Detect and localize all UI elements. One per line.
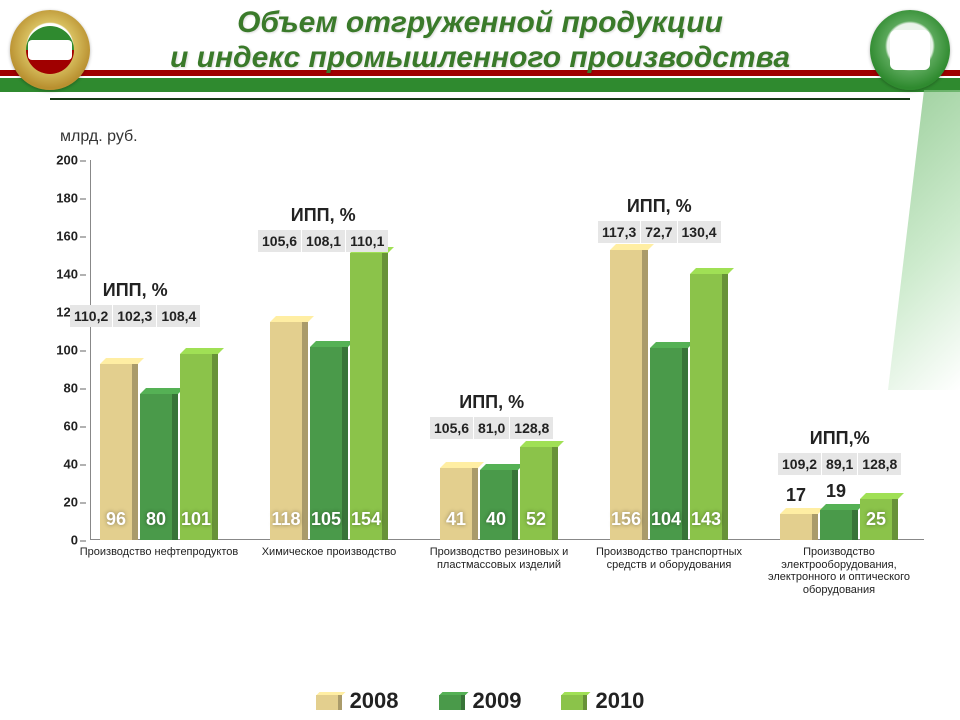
category-label: Производство резиновых и пластмассовых и… [414,540,584,571]
bar-value-label: 154 [348,509,384,530]
y-tick: 60 [44,419,86,434]
bar-2010: 101 [180,348,218,540]
ipp-annotation: ИПП,% 109,289,1128,8 [778,428,901,475]
ipp-value: 128,8 [858,453,901,475]
y-tick: 20 [44,495,86,510]
bar-2008: 118 [270,316,308,540]
ipp-value: 130,4 [678,221,721,243]
legend-year: 2010 [595,688,644,714]
ipp-title: ИПП,% [778,428,901,449]
legend-item: 2010 [561,688,644,714]
ipp-value: 108,4 [157,305,200,327]
bar-group: 414052Производство резиновых и пластмасс… [440,441,558,540]
title-line1: Объем отгруженной продукции [0,6,960,41]
legend-swatch-icon [316,692,342,710]
bar-value-label: 96 [98,509,134,530]
ipp-values: 109,289,1128,8 [778,453,901,475]
bar-2008: 96 [100,358,138,540]
bar-value-label: 25 [858,509,894,530]
ipp-values: 105,681,0128,8 [430,417,553,439]
bar-value-label: 19 [818,481,854,502]
y-tick: 200 [44,153,86,168]
bar-value-label: 40 [478,509,514,530]
bar-2010: 25 [860,493,898,541]
ipp-values: 105,6108,1110,1 [258,230,388,252]
bar-2009: 104 [650,342,688,540]
bar-value-label: 17 [778,485,814,506]
bar-value-label: 105 [308,509,344,530]
plot-area: 9680101Производство нефтепродуктов118105… [90,160,924,540]
ipp-value: 105,6 [258,230,301,252]
category-label: Производство электрооборудования, электр… [754,540,924,597]
ipp-value: 110,1 [346,230,388,252]
bar-2009: 40 [480,464,518,540]
bar-2008: 17 [780,508,818,540]
bar-value-label: 118 [268,509,304,530]
ipp-value: 109,2 [778,453,821,475]
legend-year: 2009 [473,688,522,714]
bar-value-label: 41 [438,509,474,530]
ipp-value: 117,3 [598,221,640,243]
bar-group: 9680101Производство нефтепродуктов [100,348,218,540]
legend-item: 2009 [439,688,522,714]
ipp-value: 128,8 [510,417,553,439]
category-label: Химическое производство [244,540,414,559]
ipp-value: 110,2 [70,305,112,327]
bar-group: 171925Производство электрооборудования, … [780,493,898,541]
ipp-value: 105,6 [430,417,473,439]
legend-swatch-icon [439,692,465,710]
ipp-title: ИПП, % [598,196,721,217]
bar-value-label: 143 [688,509,724,530]
bar-chart: 020406080100120140160180200 9680101Произ… [44,150,924,580]
bar-group: 156104143Производство транспортных средс… [610,244,728,540]
bar-2009: 105 [310,341,348,541]
bar-2010: 143 [690,268,728,540]
category-label: Производство нефтепродуктов [74,540,244,559]
band-green [0,78,960,92]
y-tick: 80 [44,381,86,396]
ipp-values: 117,372,7130,4 [598,221,721,243]
y-tick: 100 [44,343,86,358]
legend: 2008 2009 2010 [0,688,960,714]
y-tick: 160 [44,229,86,244]
bar-2009: 19 [820,504,858,540]
bar-value-label: 52 [518,509,554,530]
ipp-value: 72,7 [641,221,676,243]
bar-value-label: 156 [608,509,644,530]
bar-2010: 154 [350,247,388,540]
bar-2010: 52 [520,441,558,540]
legend-item: 2008 [316,688,399,714]
ipp-annotation: ИПП, % 117,372,7130,4 [598,196,721,243]
bar-group: 118105154Химическое производство [270,247,388,540]
header: Объем отгруженной продукции и индекс про… [0,0,960,100]
bar-value-label: 80 [138,509,174,530]
ipp-values: 110,2102,3108,4 [70,305,200,327]
y-tick: 180 [44,191,86,206]
bar-value-label: 104 [648,509,684,530]
category-label: Производство транспортных средств и обор… [584,540,754,571]
ipp-annotation: ИПП, % 110,2102,3108,4 [70,280,200,327]
ipp-annotation: ИПП, % 105,681,0128,8 [430,392,553,439]
ipp-value: 81,0 [474,417,509,439]
bar-2009: 80 [140,388,178,540]
bar-2008: 41 [440,462,478,540]
ipp-value: 108,1 [302,230,345,252]
bar-2008: 156 [610,244,648,540]
ipp-value: 102,3 [113,305,156,327]
ipp-title: ИПП, % [430,392,553,413]
legend-year: 2008 [350,688,399,714]
bar-value-label: 101 [178,509,214,530]
page-title: Объем отгруженной продукции и индекс про… [0,6,960,75]
ipp-title: ИПП, % [70,280,200,301]
ipp-value: 89,1 [822,453,857,475]
header-divider [50,98,910,100]
title-line2: и индекс промышленного производства [0,41,960,76]
ipp-annotation: ИПП, % 105,6108,1110,1 [258,205,388,252]
y-axis-unit: млрд. руб. [60,128,138,146]
legend-swatch-icon [561,692,587,710]
y-tick: 40 [44,457,86,472]
y-axis: 020406080100120140160180200 [44,160,90,540]
ipp-title: ИПП, % [258,205,388,226]
